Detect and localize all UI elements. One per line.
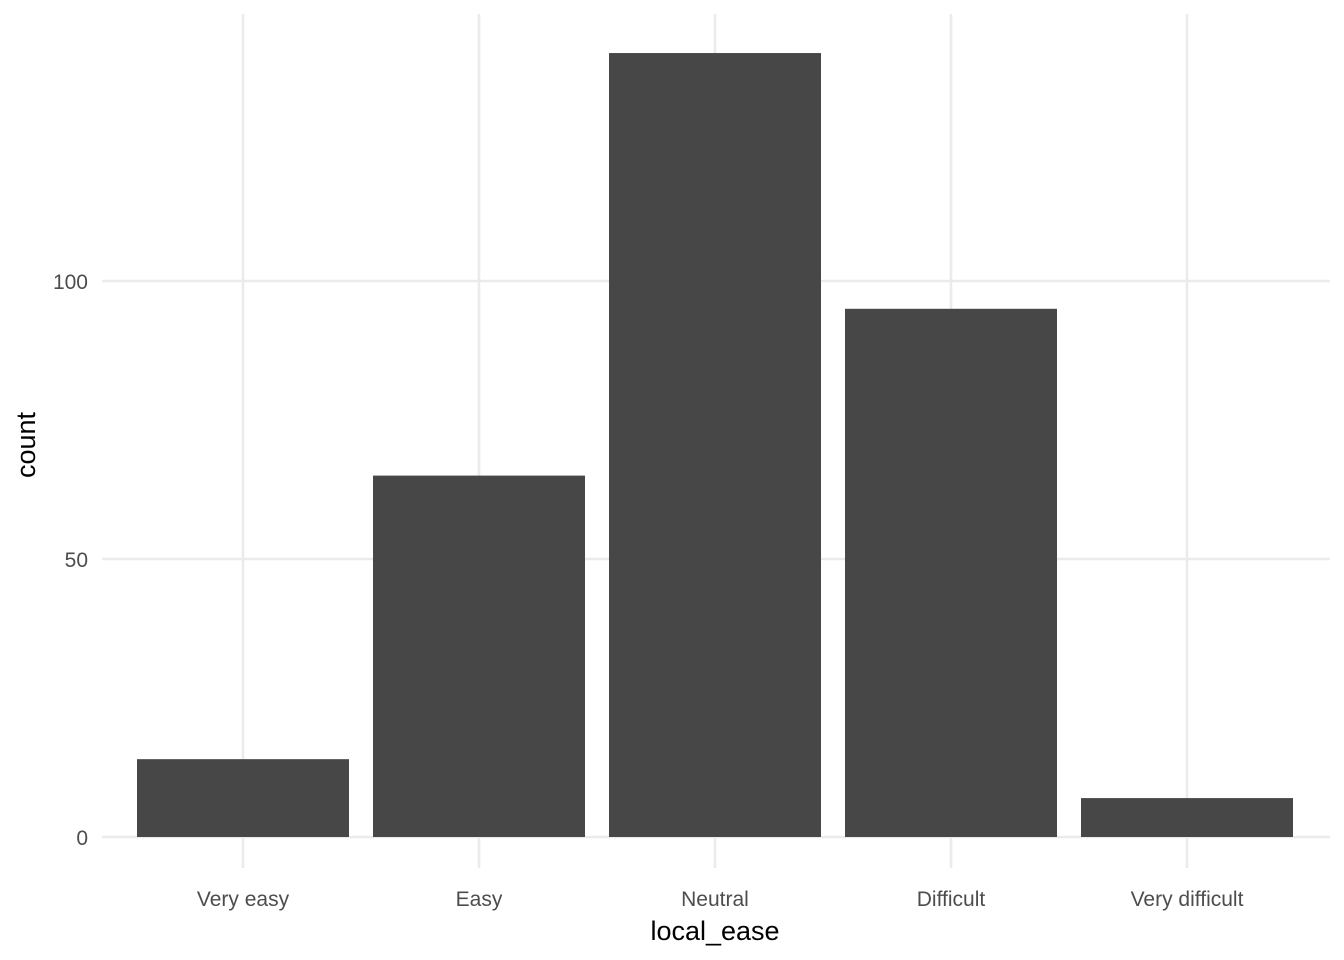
x-tick-label: Easy [456, 888, 503, 911]
x-tick-label: Very difficult [1131, 888, 1244, 911]
x-tick-label: Difficult [917, 888, 986, 911]
y-tick-label: 0 [76, 827, 88, 850]
bars-layer [137, 53, 1293, 838]
x-tick-label: Very easy [197, 888, 290, 911]
x-axis-ticks: Very easy Easy Neutral Difficult Very diffic… [197, 888, 1244, 911]
y-axis-title: count [11, 411, 41, 478]
x-axis-title: local_ease [650, 916, 779, 946]
bar [845, 308, 1057, 837]
bar [373, 475, 585, 837]
bar [609, 53, 821, 838]
x-tick-label: Neutral [681, 888, 749, 911]
y-axis-ticks: 0 50 100 [53, 271, 88, 850]
bar [137, 759, 349, 837]
bar [1081, 798, 1293, 837]
y-tick-label: 100 [53, 271, 88, 294]
y-tick-label: 50 [65, 549, 88, 572]
